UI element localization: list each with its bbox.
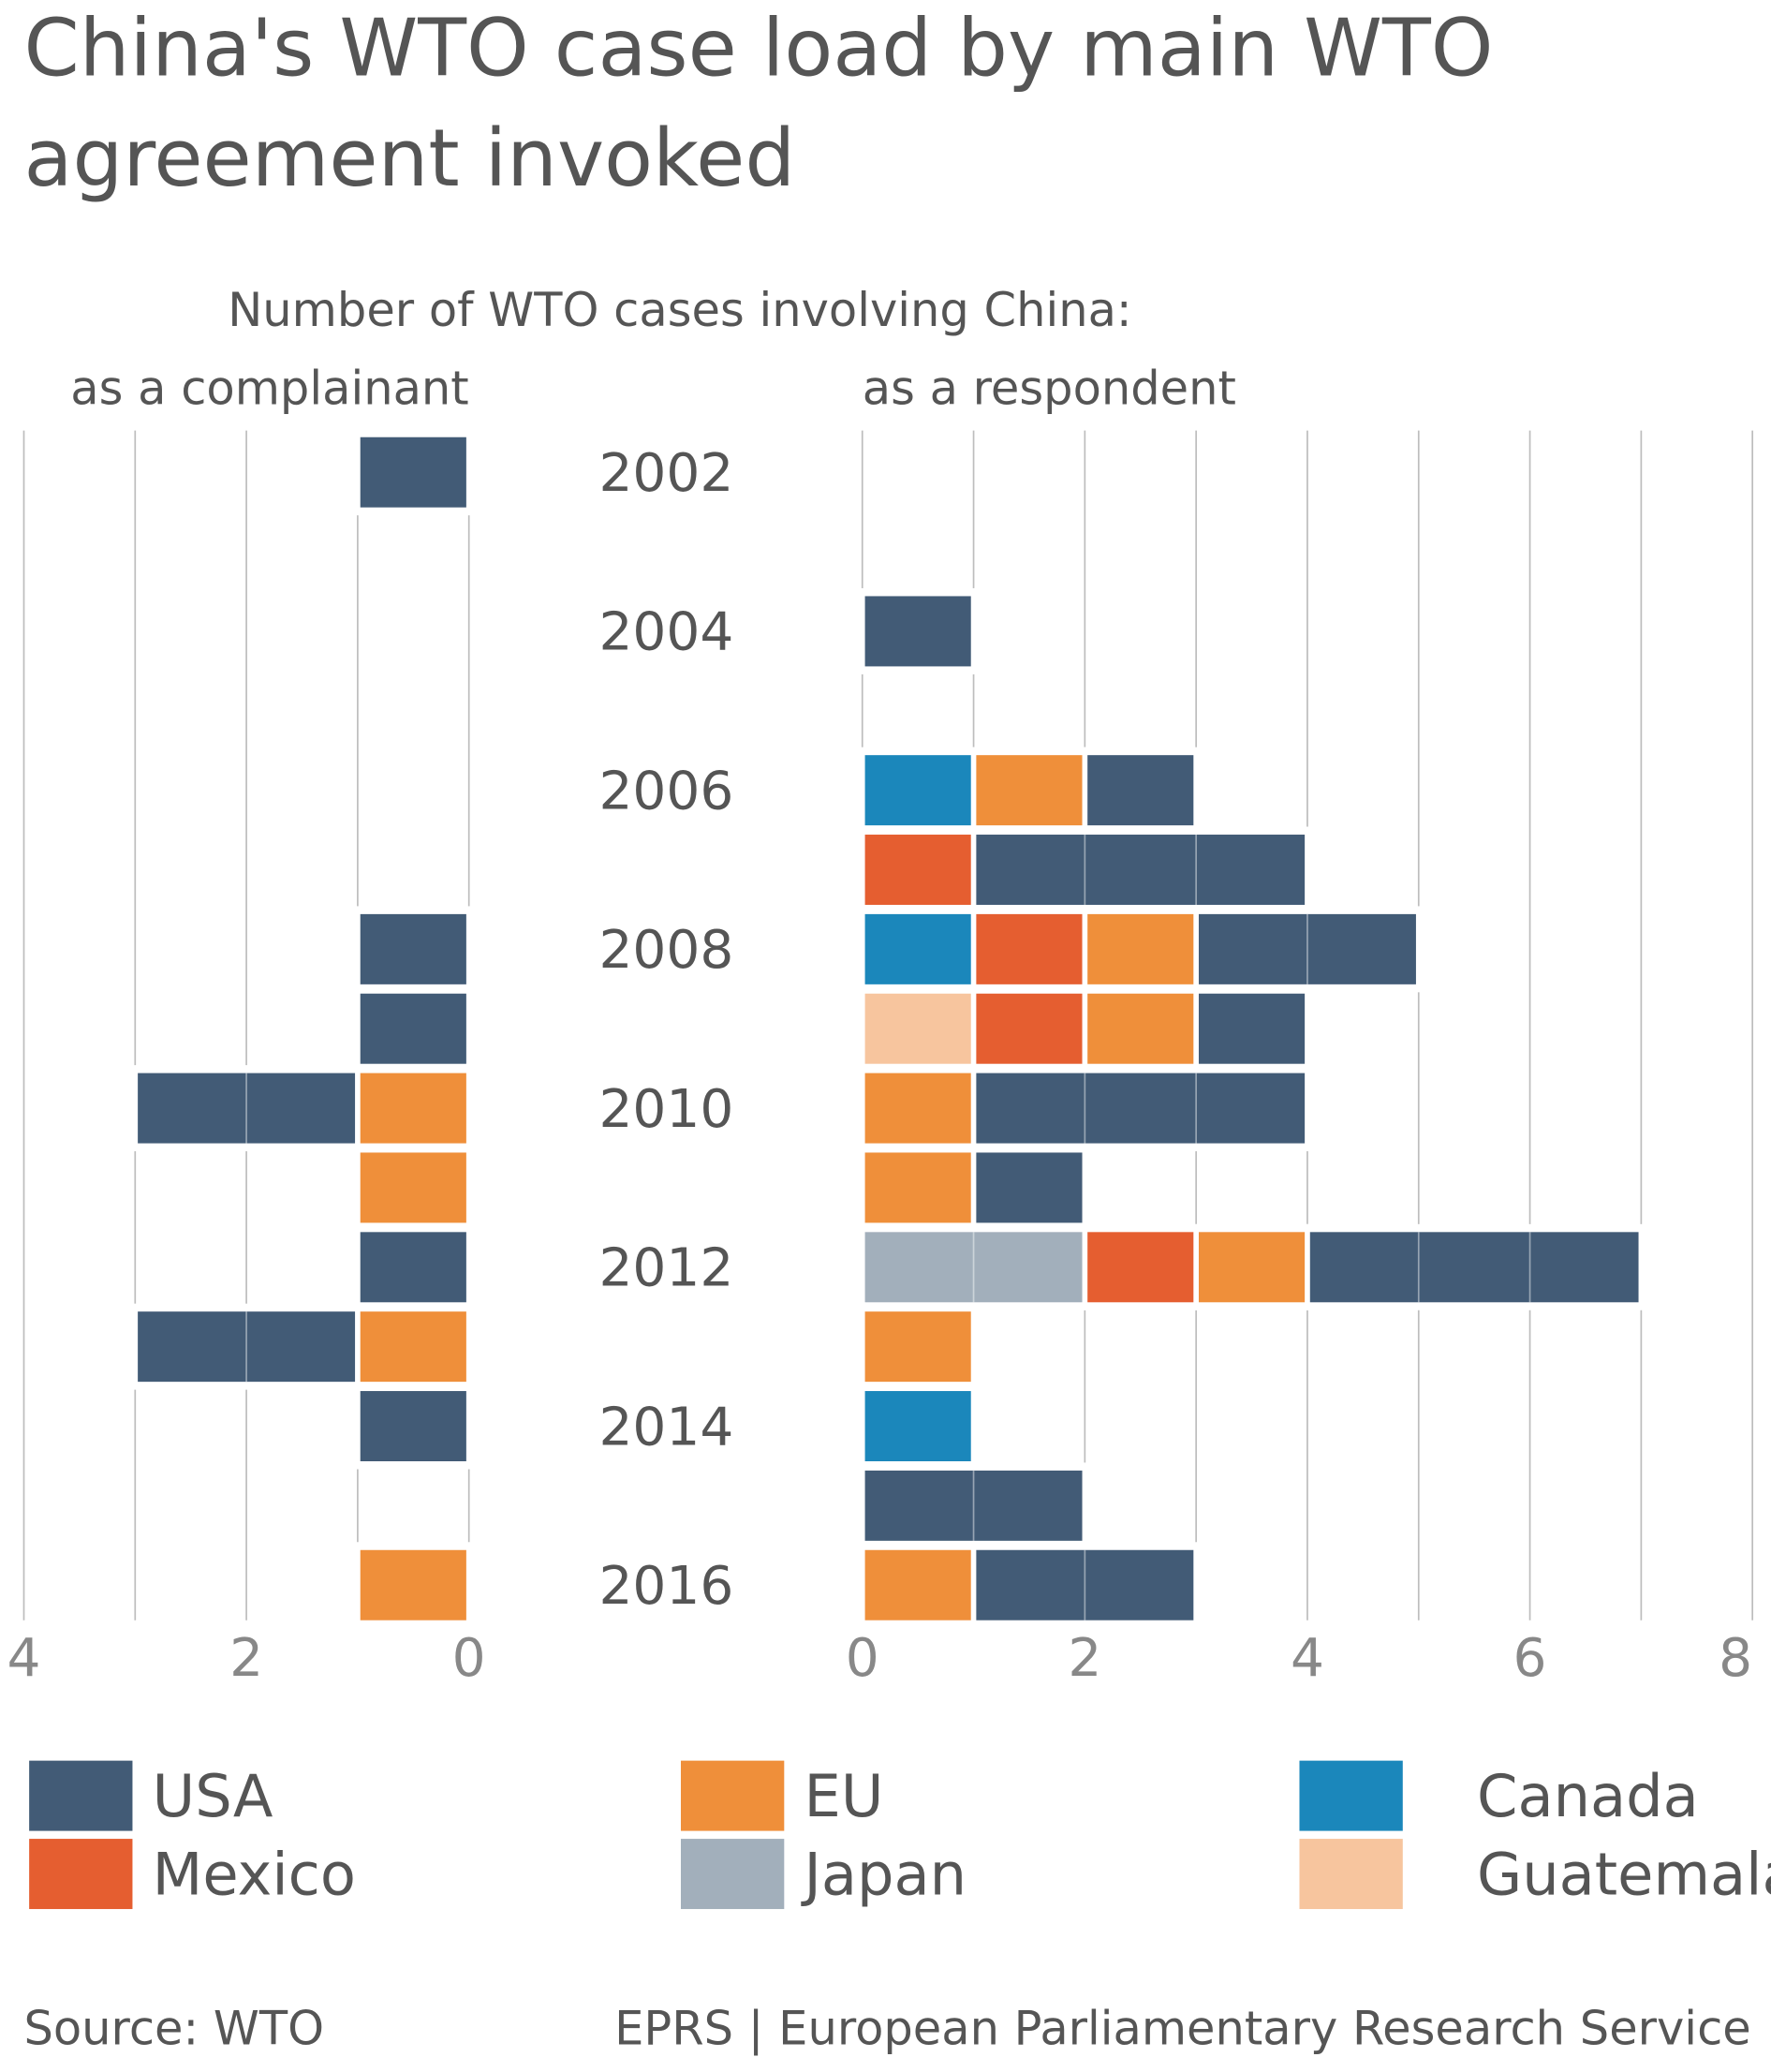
- bar-complainant-usa-2008: [360, 913, 466, 984]
- tick-label-respondent: 0: [846, 1627, 879, 1689]
- source-note: Source: WTO: [23, 2001, 324, 2055]
- tick-label-respondent: 6: [1513, 1627, 1547, 1689]
- legend-item-guatemala: Guatemala: [1299, 1839, 1771, 1910]
- legend-label: Mexico: [153, 1840, 356, 1908]
- chart-title-line-1: China's WTO case load by main WTO: [23, 3, 1493, 96]
- panel-label-complainant: as a complainant: [70, 361, 468, 415]
- bar-respondent-usa-2012: [1309, 1232, 1639, 1303]
- legend-label: USA: [153, 1762, 273, 1830]
- year-label: 2014: [598, 1396, 733, 1458]
- tick-label-complainant: 2: [229, 1627, 263, 1689]
- legend-swatch: [680, 1760, 785, 1831]
- year-label: 2002: [598, 442, 733, 504]
- bar-respondent-eu-2009: [1087, 993, 1194, 1064]
- bar-respondent-canada-2014: [864, 1391, 971, 1461]
- bar-complainant-usa-2010: [138, 1073, 356, 1144]
- bar-respondent-usa-2010: [976, 1073, 1306, 1144]
- bar-respondent-usa-2007: [976, 835, 1306, 905]
- bar-complainant-eu-2011: [360, 1152, 466, 1223]
- tick-label-respondent: 8: [1719, 1627, 1752, 1689]
- bar-respondent-usa-2006: [1087, 755, 1194, 826]
- year-label: 2012: [598, 1237, 733, 1299]
- bar-respondent-eu-2008: [1087, 913, 1194, 984]
- panel-label-respondent: as a respondent: [863, 361, 1236, 415]
- bar-respondent-eu-2011: [864, 1152, 971, 1223]
- bar-respondent-canada-2006: [864, 755, 971, 826]
- legend-item-eu: EU: [680, 1760, 884, 1831]
- bar-respondent-eu-2012: [1198, 1232, 1306, 1303]
- bar-respondent-eu-2010: [864, 1073, 971, 1144]
- legend-label: EU: [804, 1762, 884, 1830]
- bar-respondent-mexico-2009: [976, 993, 1083, 1064]
- tick-label-complainant: 4: [7, 1627, 40, 1689]
- bar-respondent-usa-2009: [1198, 993, 1306, 1064]
- bar-respondent-canada-2008: [864, 913, 971, 984]
- tick-label-respondent: 4: [1291, 1627, 1324, 1689]
- legend-swatch: [1299, 1839, 1403, 1910]
- bar-complainant-usa-2009: [360, 993, 466, 1064]
- year-label: 2004: [598, 601, 733, 663]
- bar-respondent-usa-2015: [864, 1470, 1083, 1541]
- chart-title-line-2: agreement invoked: [23, 112, 795, 205]
- chart-subtitle: Number of WTO cases involving China:: [228, 283, 1131, 337]
- bar-respondent-mexico-2008: [976, 913, 1083, 984]
- bar-respondent-mexico-2012: [1087, 1232, 1194, 1303]
- bar-respondent-usa-2004: [864, 596, 971, 667]
- bar-complainant-eu-2010: [360, 1073, 466, 1144]
- bar-complainant-usa-2014: [360, 1391, 466, 1461]
- year-label: 2008: [598, 919, 733, 981]
- legend-swatch: [680, 1839, 785, 1910]
- bar-complainant-usa-2013: [138, 1311, 356, 1383]
- year-label: 2010: [598, 1078, 733, 1140]
- legend-item-usa: USA: [29, 1760, 273, 1831]
- bar-respondent-eu-2006: [976, 755, 1083, 826]
- legend-label: Guatemala: [1477, 1840, 1771, 1908]
- legend-swatch: [29, 1839, 133, 1910]
- bar-respondent-usa-2008: [1198, 913, 1416, 984]
- bar-complainant-eu-2013: [360, 1311, 466, 1383]
- legend-swatch: [29, 1760, 133, 1831]
- bar-respondent-eu-2013: [864, 1311, 971, 1383]
- bar-complainant-usa-2012: [360, 1232, 466, 1303]
- bar-respondent-guatemala-2009: [864, 993, 971, 1064]
- bar-respondent-eu-2016: [864, 1549, 971, 1621]
- bar-respondent-japan-2012: [864, 1232, 1083, 1303]
- year-label: 2006: [598, 760, 733, 821]
- bar-complainant-eu-2016: [360, 1549, 466, 1621]
- bar-complainant-usa-2002: [360, 437, 466, 508]
- legend-item-mexico: Mexico: [29, 1839, 356, 1910]
- bar-respondent-mexico-2007: [864, 835, 971, 905]
- legend-item-japan: Japan: [680, 1839, 967, 1910]
- bar-respondent-usa-2016: [976, 1549, 1194, 1621]
- year-label: 2016: [598, 1555, 733, 1617]
- legend-label: Canada: [1477, 1762, 1699, 1830]
- legend-swatch: [1299, 1760, 1403, 1831]
- legend-label: Japan: [801, 1840, 967, 1908]
- bar-respondent-usa-2011: [976, 1152, 1083, 1223]
- legend-item-canada: Canada: [1299, 1760, 1699, 1831]
- credit-note: EPRS | European Parliamentary Research S…: [614, 2001, 1751, 2055]
- tick-label-respondent: 2: [1068, 1627, 1101, 1689]
- tick-label-complainant: 0: [452, 1627, 486, 1689]
